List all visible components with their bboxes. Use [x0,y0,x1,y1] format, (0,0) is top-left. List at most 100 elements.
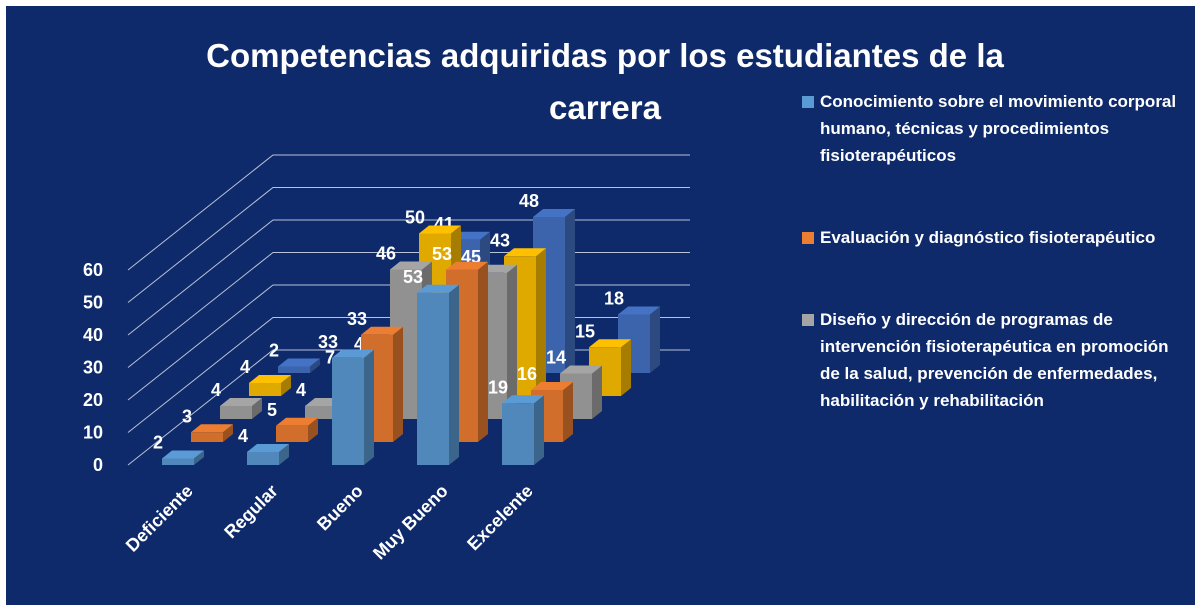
bar-top [419,225,461,234]
bar-top [533,209,575,217]
legend-item: Diseño y dirección de programas de inter… [800,306,1190,414]
grid-line [127,154,690,271]
bar-top [390,261,432,270]
data-label: 5 [267,400,277,420]
bar-side [565,209,575,373]
bar-front [305,406,337,419]
bar [502,395,544,465]
bar-side [449,284,459,465]
bar-top [504,248,546,257]
y-tick-label: 20 [83,390,103,410]
bar-front [191,432,223,442]
bar-top [276,417,318,426]
bar-top [446,261,488,270]
bar [247,444,289,465]
bar-front [276,425,308,442]
y-tick-label: 60 [83,260,103,280]
bar [249,375,291,396]
bar [332,349,374,465]
bar-top [361,326,403,335]
bar-side [279,444,289,465]
bar-side [194,450,204,465]
bar-side [621,339,631,396]
data-label: 2 [269,341,279,361]
bar-top [220,398,262,406]
bar-side [536,248,546,396]
bar-top [531,382,573,390]
data-label: 33 [347,309,367,329]
bar-top [618,306,660,315]
data-label: 3 [182,406,192,426]
legend-swatch [802,314,814,326]
data-label: 18 [604,289,624,309]
x-tick-label: Regular [220,481,282,543]
data-label: 2 [153,433,163,453]
legend-item: Evaluación y diagnóstico fisioterapéutic… [800,224,1190,251]
bar-side [592,365,602,419]
bar-side [308,417,318,442]
bar-top [560,365,602,374]
bar-side [281,375,291,396]
bar [162,450,204,465]
bar-front [332,357,364,465]
y-tick-label: 10 [83,423,103,443]
y-tick-label: 30 [83,358,103,378]
bar-side [364,349,374,465]
data-label: 43 [490,230,510,250]
chart-title: Competencias adquiridas por los estudian… [206,37,1004,126]
legend: Conocimiento sobre el movimiento corpora… [800,88,1190,469]
bar-side [310,358,320,373]
legend-swatch [802,96,814,108]
legend-label: Evaluación y diagnóstico fisioterapéutic… [820,228,1156,247]
bar-front [162,458,194,465]
grid-line [127,187,690,303]
x-tick-label: Bueno [313,481,367,535]
legend-label: Diseño y dirección de programas de inter… [820,310,1169,410]
x-tick-label: Excelente [463,481,537,555]
bar-top [162,450,204,459]
y-tick-label: 40 [83,325,103,345]
bar-top [191,424,233,433]
bar-front [249,383,281,396]
bar [417,284,459,465]
bar [191,424,233,442]
bar-top [589,339,631,348]
legend-item: Conocimiento sobre el movimiento corpora… [800,88,1190,169]
bar-side [534,395,544,465]
data-label: 16 [517,364,537,384]
data-label: 48 [519,191,539,211]
data-label: 14 [546,348,566,368]
bar-top [249,375,291,383]
data-label: 53 [403,267,423,287]
data-label: 4 [240,357,250,377]
x-tick-label: Muy Bueno [369,481,452,564]
y-tick-label: 50 [83,293,103,313]
bar-front [502,403,534,465]
data-label: 46 [376,244,396,264]
data-label: 53 [432,244,452,264]
bar-front [278,366,310,373]
bar-front [247,452,279,465]
bar-side [223,424,233,442]
bar-side [478,261,488,442]
bar-front [417,292,449,465]
bar-front [220,406,252,419]
bar-top [417,284,459,293]
x-tick-label: Deficiente [122,481,197,556]
data-label: 4 [211,380,221,400]
data-label: 50 [405,208,425,228]
data-label: 7 [325,347,335,367]
data-label: 15 [575,321,595,341]
bar-side [563,382,573,442]
bar [276,417,318,442]
legend-swatch [802,232,814,244]
data-label: 19 [488,377,508,397]
bar-top [247,444,289,452]
bar-side [252,398,262,419]
bar-side [507,264,517,419]
bar-side [393,326,403,442]
bar-side [650,306,660,373]
data-label: 4 [238,426,248,446]
